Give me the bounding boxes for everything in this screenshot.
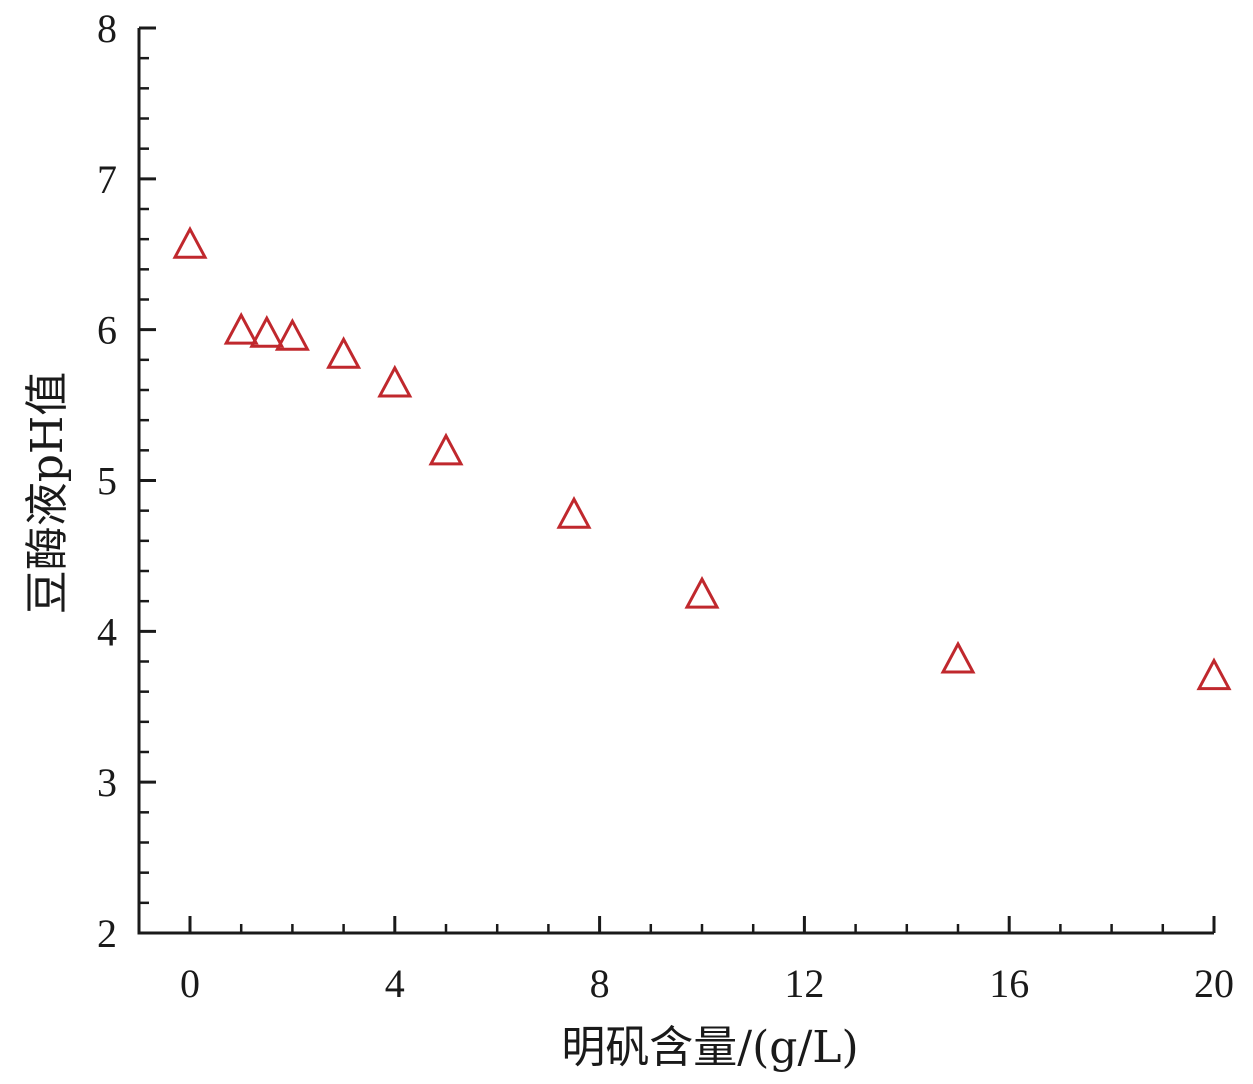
data-point-triangle [223,311,259,345]
data-point-triangle [274,318,310,351]
y-axis-title: 豆酶液pH值 [22,372,73,615]
x-tick-label: 4 [385,961,405,1006]
ticks [139,26,1216,935]
data-point-triangle [940,640,976,674]
y-tick-label: 8 [97,6,117,51]
x-tick-label: 16 [989,961,1029,1006]
y-tick-label: 2 [97,911,117,956]
x-tick-label: 20 [1194,961,1234,1006]
x-tick-label: 12 [784,961,824,1006]
data-point-triangle [684,575,720,609]
tick-labels: 2 3 4 5 6 7 8 0 4 8 12 16 20 [97,6,1234,1006]
data-point-triangle [377,364,413,398]
data-point-triangle [326,336,362,369]
y-tick-label: 4 [97,609,117,654]
data-point-triangle [172,226,208,259]
y-tick-label: 6 [97,308,117,353]
x-tick-label: 0 [180,961,200,1006]
axes [137,28,1214,935]
y-tick-label: 7 [97,157,117,202]
x-tick-label: 8 [590,961,610,1006]
data-points [172,226,1232,691]
data-point-triangle [249,315,285,348]
data-point-triangle [1196,657,1232,691]
x-axis-title: 明矾含量/(g/L) [561,1022,858,1073]
data-point-triangle [428,432,464,466]
y-tick-label: 3 [97,760,117,805]
data-point-triangle [556,496,592,529]
y-tick-label: 5 [97,459,117,504]
